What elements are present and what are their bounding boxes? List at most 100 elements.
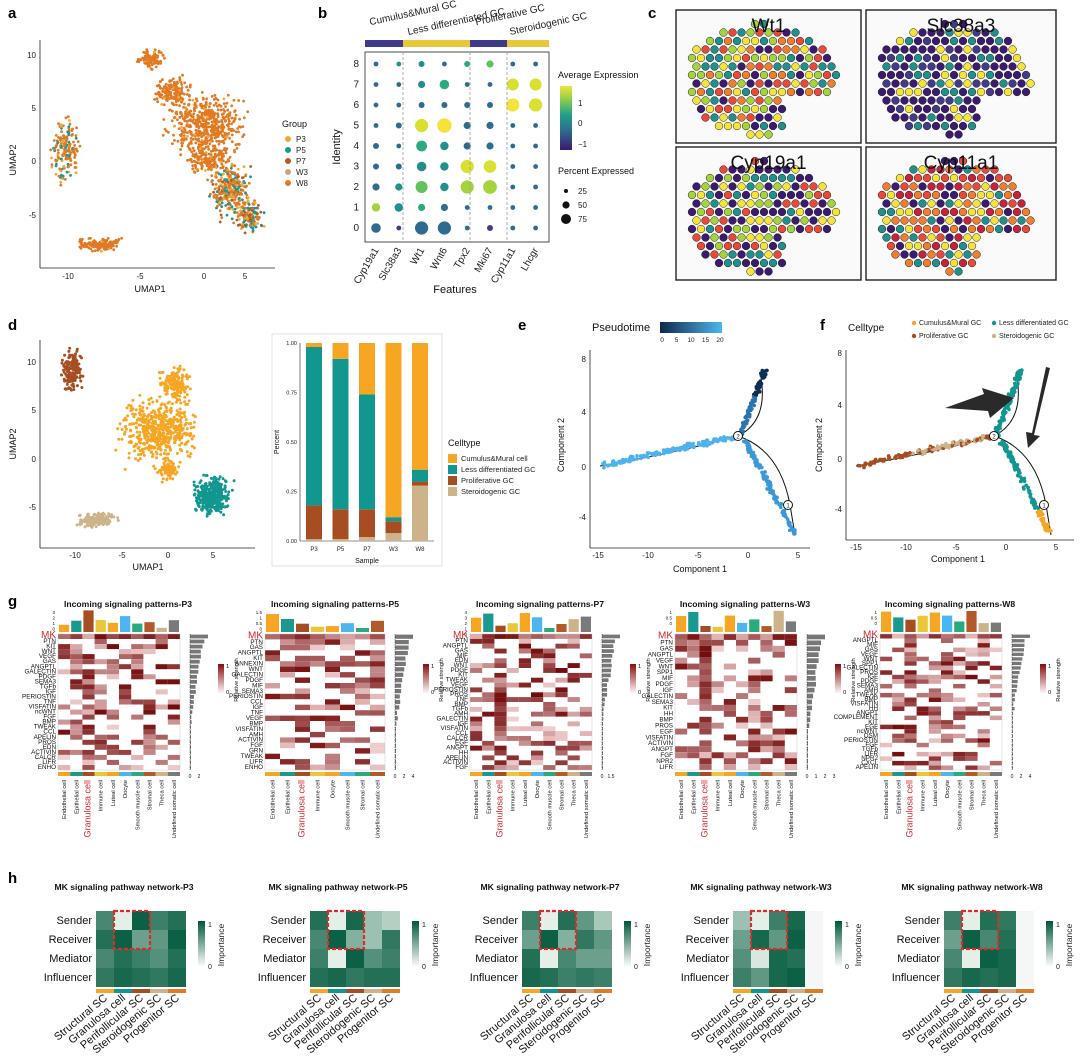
a-point bbox=[220, 216, 224, 220]
a-point bbox=[233, 207, 237, 211]
d-point bbox=[134, 425, 138, 429]
d-point bbox=[127, 456, 131, 460]
c-spot bbox=[732, 121, 742, 131]
c-spot bbox=[773, 233, 782, 242]
c-spot bbox=[981, 216, 990, 225]
g-cell bbox=[143, 644, 156, 650]
a-point bbox=[217, 132, 221, 136]
a-point bbox=[219, 192, 223, 196]
b-identity-6: 6 bbox=[353, 100, 359, 111]
d-point bbox=[65, 382, 69, 386]
c-spot bbox=[958, 87, 968, 97]
a-point bbox=[155, 92, 159, 96]
c-spot bbox=[940, 173, 950, 183]
a-point bbox=[191, 146, 195, 150]
a-point bbox=[242, 133, 246, 137]
g-cell bbox=[58, 644, 71, 650]
a-point bbox=[219, 152, 223, 156]
d-point bbox=[156, 471, 159, 475]
d-point bbox=[136, 446, 140, 450]
a-point bbox=[192, 149, 196, 153]
a-point bbox=[142, 57, 146, 61]
d-point bbox=[161, 417, 165, 421]
c-spot bbox=[705, 241, 715, 251]
d-point bbox=[187, 422, 191, 426]
d-point bbox=[195, 499, 198, 503]
b-dot bbox=[440, 182, 449, 192]
a-point bbox=[245, 212, 249, 215]
a-point bbox=[216, 171, 219, 174]
c-spot bbox=[777, 121, 787, 131]
a-point bbox=[85, 245, 89, 248]
a-point bbox=[69, 157, 72, 160]
g-cell bbox=[119, 664, 132, 670]
c-spot bbox=[728, 113, 737, 122]
c-gene-label-Cyp11a1: Cyp11a1 bbox=[924, 153, 999, 174]
d-point bbox=[158, 376, 162, 380]
d-bar-P5-lessdiff bbox=[332, 358, 349, 510]
c-spot bbox=[877, 207, 887, 217]
d-bar-xtick-W8: W8 bbox=[416, 547, 426, 553]
d-point bbox=[161, 370, 165, 374]
d-point bbox=[78, 513, 82, 517]
b-dot bbox=[396, 143, 402, 149]
b-legend-pct-tick-1: 50 bbox=[578, 201, 587, 210]
a-point bbox=[59, 169, 63, 173]
a-point bbox=[230, 205, 234, 209]
c-spot bbox=[958, 190, 968, 200]
e-point bbox=[635, 457, 639, 461]
d-point bbox=[200, 491, 204, 495]
c-spot bbox=[741, 241, 751, 251]
a-point bbox=[191, 98, 195, 102]
a-point bbox=[182, 134, 186, 138]
d-point bbox=[165, 429, 169, 432]
g-topbar bbox=[156, 627, 167, 632]
d-legend-swatch-cumulus bbox=[448, 454, 457, 463]
a-point bbox=[180, 114, 184, 118]
e-point bbox=[635, 454, 639, 458]
d-point bbox=[181, 385, 185, 389]
d-point bbox=[167, 438, 171, 441]
a-point bbox=[201, 117, 205, 121]
c-spot bbox=[710, 182, 719, 191]
d-point bbox=[167, 452, 170, 456]
d-point bbox=[192, 493, 196, 497]
c-spot bbox=[741, 104, 751, 114]
d-point bbox=[69, 377, 73, 381]
e-point bbox=[767, 482, 772, 487]
g-cell bbox=[155, 644, 168, 650]
d-point bbox=[185, 427, 189, 431]
a-point bbox=[244, 174, 248, 178]
c-spot bbox=[927, 233, 936, 242]
e-point bbox=[752, 403, 756, 408]
a-point bbox=[200, 106, 204, 110]
d-point bbox=[81, 374, 85, 378]
a-point bbox=[163, 127, 167, 131]
c-spot bbox=[800, 182, 809, 191]
a-point bbox=[72, 140, 75, 144]
f-point bbox=[967, 439, 971, 444]
a-point bbox=[190, 142, 193, 145]
a-point bbox=[186, 88, 190, 92]
a-point bbox=[183, 81, 187, 85]
g-cell bbox=[58, 654, 71, 660]
d-bar-P3-prolif bbox=[306, 505, 322, 540]
d-point bbox=[211, 494, 215, 498]
c-spot bbox=[949, 224, 959, 234]
c-spot bbox=[994, 53, 1004, 63]
panel-label-a: a bbox=[8, 5, 17, 22]
f-legend: Cumulus&Mural GC Less differentiated GCPr… bbox=[911, 320, 1069, 340]
a-point bbox=[219, 104, 223, 108]
c-spot bbox=[728, 233, 737, 242]
f-point bbox=[1037, 509, 1041, 514]
a-point bbox=[50, 165, 54, 169]
c-spot bbox=[882, 233, 891, 242]
g-toptick: 2 bbox=[52, 616, 55, 621]
b-identity-3: 3 bbox=[353, 162, 359, 173]
c-spot bbox=[741, 190, 751, 200]
a-point bbox=[180, 130, 184, 133]
a-point bbox=[246, 110, 250, 114]
a-point bbox=[230, 116, 234, 120]
d-point bbox=[142, 442, 145, 446]
